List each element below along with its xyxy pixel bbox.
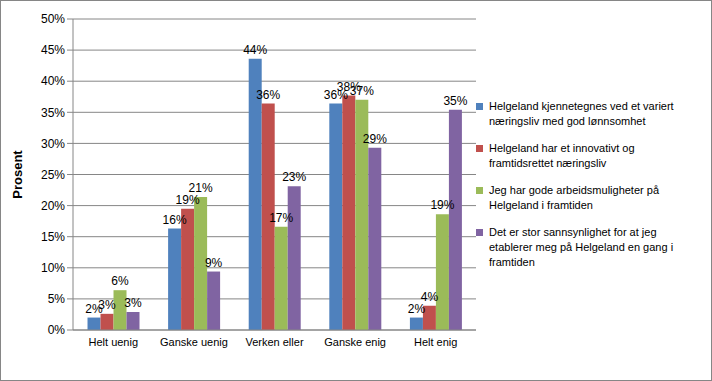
svg-text:30%: 30%: [41, 137, 65, 151]
svg-text:3%: 3%: [98, 298, 116, 312]
svg-text:Helt uenig: Helt uenig: [89, 336, 139, 348]
svg-text:6%: 6%: [111, 274, 129, 288]
svg-text:29%: 29%: [363, 132, 387, 146]
html-text:Helgeland kjennetegnes ved et: Helgeland kjennetegnes ved et variert næ…: [489, 100, 674, 127]
svg-text:44%: 44%: [243, 43, 267, 57]
svg-text:Helt enig: Helt enig: [414, 336, 457, 348]
svg-text:35%: 35%: [443, 94, 467, 108]
svg-text:45%: 45%: [41, 43, 65, 57]
svg-text:19%: 19%: [175, 192, 200, 207]
svg-text:16%: 16%: [163, 213, 187, 227]
svg-text:Verken eller: Verken eller: [245, 336, 303, 348]
svg-text:Ganske uenig: Ganske uenig: [160, 336, 228, 348]
svg-text:3%: 3%: [124, 296, 142, 310]
svg-text:Ganske enig: Ganske enig: [324, 336, 386, 348]
svg-text:9%: 9%: [205, 256, 223, 270]
svg-text:37%: 37%: [350, 84, 374, 98]
svg-text:4%: 4%: [421, 290, 439, 304]
svg-text:15%: 15%: [41, 230, 65, 244]
svg-text:20%: 20%: [41, 199, 65, 213]
svg-text:2%: 2%: [407, 301, 426, 316]
svg-text:40%: 40%: [41, 74, 65, 88]
svg-text:21%: 21%: [189, 181, 213, 195]
svg-text:2%: 2%: [85, 301, 103, 316]
svg-text:0%: 0%: [48, 323, 66, 337]
svg-text:36%: 36%: [256, 88, 280, 102]
html-text:Helgeland har et innovativt og: Helgeland har et innovativt og framtidsr…: [489, 142, 635, 169]
svg-text:10%: 10%: [41, 261, 65, 275]
svg-text:17%: 17%: [269, 211, 293, 225]
svg-text:Prosent: Prosent: [10, 150, 25, 199]
svg-text:25%: 25%: [41, 168, 65, 182]
svg-text:50%: 50%: [41, 12, 65, 26]
html-text:Det er stor sannsynlighet for: Det er stor sannsynlighet for at jeg eta…: [489, 226, 674, 268]
svg-text:5%: 5%: [48, 292, 66, 306]
svg-text:19%: 19%: [430, 198, 454, 212]
html-text:Jeg har gode arbeidsmuligheter: Jeg har gode arbeidsmuligheter på Helgel…: [489, 184, 659, 211]
svg-text:36%: 36%: [323, 87, 348, 102]
svg-text:35%: 35%: [41, 106, 65, 120]
svg-text:23%: 23%: [282, 170, 306, 184]
